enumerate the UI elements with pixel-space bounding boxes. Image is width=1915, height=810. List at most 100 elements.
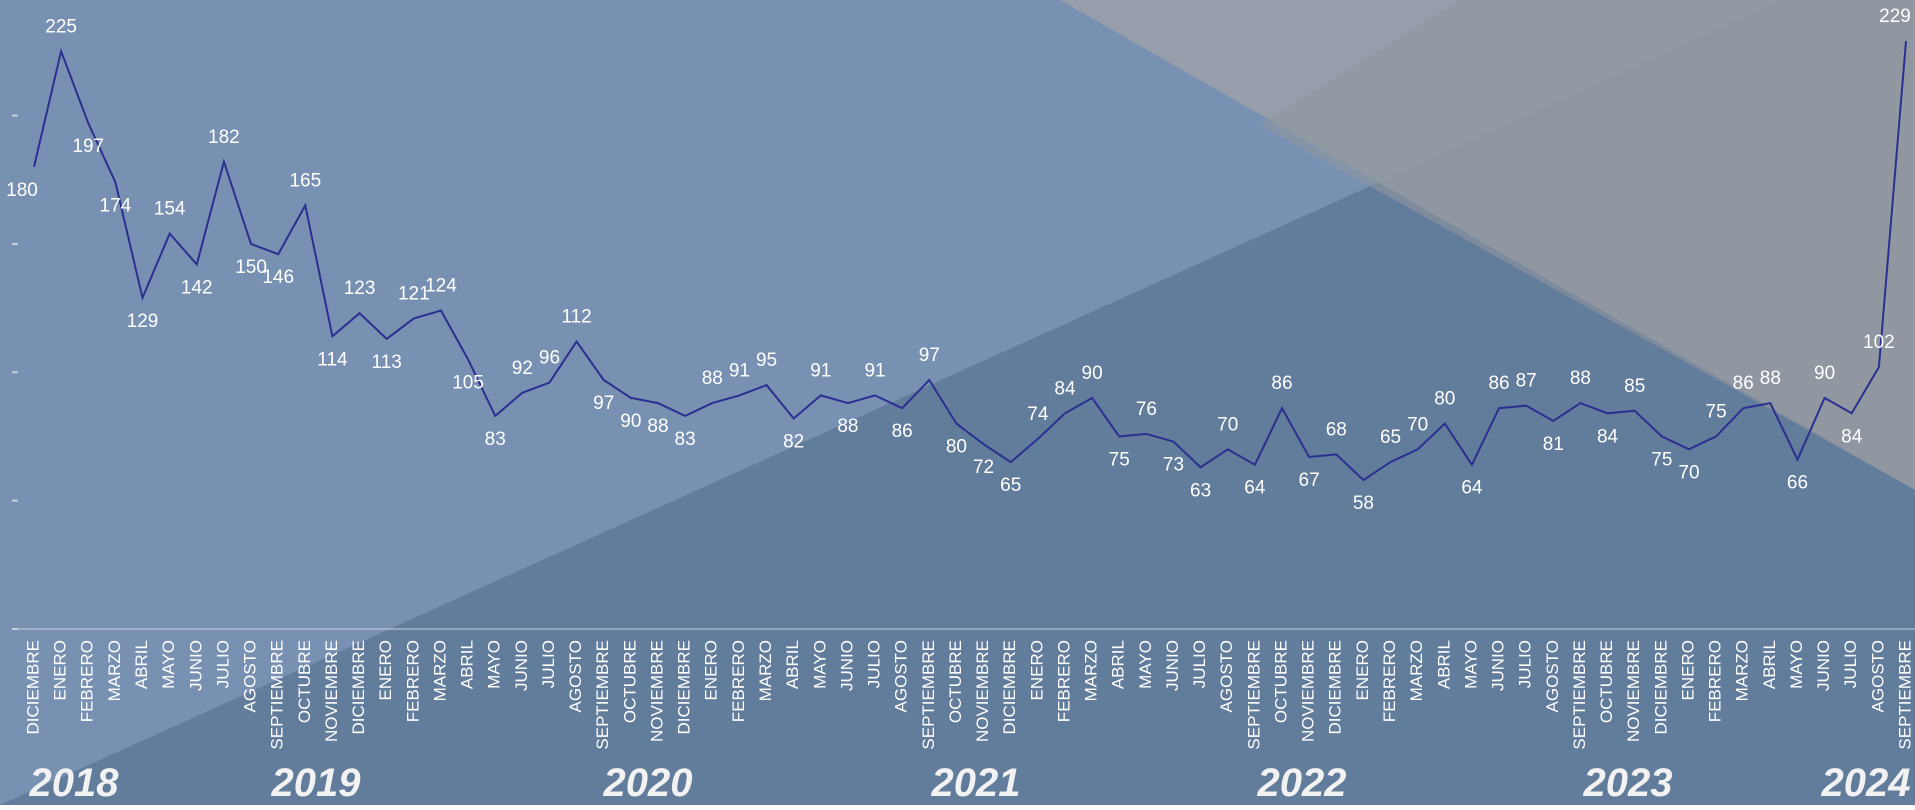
data-label: 102: [1863, 332, 1895, 353]
data-label: 70: [1407, 414, 1428, 435]
data-label: 90: [620, 411, 641, 432]
x-tick-label: DICIEMBRE: [1651, 640, 1670, 734]
x-tick-label: SEPTIEMBRE: [593, 640, 612, 750]
year-label: 2021: [931, 761, 1021, 805]
x-tick-label: JUNIO: [186, 640, 205, 691]
data-label: 88: [837, 416, 858, 437]
x-tick-label: DICIEMBRE: [1000, 640, 1019, 734]
data-label: 114: [317, 349, 348, 370]
data-label: 113: [372, 352, 402, 373]
x-tick-label: MARZO: [1082, 640, 1101, 701]
x-tick-label: JULIO: [213, 640, 232, 688]
data-label: 90: [1082, 363, 1103, 384]
x-tick-label: ABRIL: [1760, 640, 1779, 689]
x-tick-label: JULIO: [865, 640, 884, 688]
background-shape: [1260, 0, 1915, 490]
x-tick-label: OCTUBRE: [1597, 640, 1616, 723]
x-tick-label: JUNIO: [512, 640, 531, 691]
data-label: 80: [946, 437, 967, 458]
year-label: 2023: [1583, 761, 1673, 805]
x-tick-label: MARZO: [105, 640, 124, 701]
data-label: 88: [702, 368, 723, 389]
x-tick-label: NOVIEMBRE: [322, 640, 341, 742]
x-tick-label: ENERO: [702, 640, 721, 700]
data-label: 73: [1163, 455, 1184, 476]
x-tick-label: FEBRERO: [1054, 640, 1073, 722]
data-label: 123: [344, 278, 376, 299]
data-label: 86: [1733, 373, 1754, 394]
data-label: 129: [127, 311, 159, 332]
x-tick-label: JULIO: [1190, 640, 1209, 688]
x-tick-label: ENERO: [1353, 640, 1372, 700]
data-label: 225: [45, 16, 77, 37]
data-label: 88: [1760, 368, 1781, 389]
data-label: 154: [154, 199, 186, 220]
data-label: 84: [1597, 426, 1619, 447]
x-tick-label: FEBRERO: [78, 640, 97, 722]
data-line: [33, 41, 1907, 482]
data-label: 91: [864, 360, 885, 381]
data-label: 84: [1841, 426, 1863, 447]
data-label: 75: [1109, 449, 1130, 470]
data-label: 88: [1570, 368, 1591, 389]
x-tick-label: ABRIL: [1434, 640, 1453, 689]
x-tick-label: NOVIEMBRE: [1624, 640, 1643, 742]
x-tick-label: SEPTIEMBRE: [919, 640, 938, 750]
year-label: 2019: [271, 761, 362, 805]
x-tick-label: MAYO: [1136, 640, 1155, 689]
x-tick-label: OCTUBRE: [946, 640, 965, 723]
data-label: 180: [6, 180, 38, 201]
data-label: 75: [1651, 449, 1672, 470]
data-label: 83: [675, 429, 696, 450]
data-label: 58: [1353, 493, 1374, 514]
x-tick-label: DICIEMBRE: [1326, 640, 1345, 734]
data-label: 66: [1787, 473, 1808, 494]
x-tick-label: JULIO: [1841, 640, 1860, 688]
data-label: 97: [919, 345, 940, 366]
data-label: 90: [1814, 363, 1835, 384]
x-tick-label: DICIEMBRE: [23, 640, 42, 734]
x-tick-label: MAYO: [810, 640, 829, 689]
data-label: 97: [593, 393, 614, 414]
data-label: 146: [262, 267, 294, 288]
data-label: 74: [1027, 404, 1049, 425]
data-label: 95: [756, 350, 777, 371]
data-label: 67: [1299, 470, 1320, 491]
year-label: 2022: [1257, 761, 1347, 805]
x-tick-label: JULIO: [539, 640, 558, 688]
data-label: 70: [1217, 414, 1238, 435]
x-tick-label: MARZO: [1407, 640, 1426, 701]
x-tick-label: SEPTIEMBRE: [1244, 640, 1263, 750]
year-label: 2018: [29, 761, 120, 805]
x-tick-label: MARZO: [1733, 640, 1752, 701]
x-tick-label: DICIEMBRE: [675, 640, 694, 734]
data-label: 65: [1000, 475, 1021, 496]
x-tick-label: OCTUBRE: [1271, 640, 1290, 723]
x-tick-label: OCTUBRE: [295, 640, 314, 723]
data-label: 84: [1054, 378, 1076, 399]
data-label: 182: [208, 127, 240, 148]
data-label: 96: [539, 348, 560, 369]
x-tick-label: AGOSTO: [892, 640, 911, 712]
x-tick-label: NOVIEMBRE: [647, 640, 666, 742]
data-label: 82: [783, 431, 804, 452]
x-tick-label: NOVIEMBRE: [1299, 640, 1318, 742]
data-label: 75: [1706, 401, 1727, 422]
x-tick-label: FEBRERO: [403, 640, 422, 722]
x-tick-label: ENERO: [376, 640, 395, 700]
data-label: 86: [892, 421, 913, 442]
x-tick-label: ENERO: [1678, 640, 1697, 700]
data-label: 88: [647, 416, 668, 437]
x-tick-label: ABRIL: [783, 640, 802, 689]
x-tick-label: SEPTIEMBRE: [1895, 640, 1914, 750]
x-tick-label: MARZO: [430, 640, 449, 701]
year-label: 2020: [603, 761, 693, 805]
x-tick-label: SEPTIEMBRE: [1570, 640, 1589, 750]
data-label: 70: [1678, 462, 1699, 483]
x-tick-label: ABRIL: [1109, 640, 1128, 689]
data-label: 105: [452, 372, 484, 393]
data-label: 87: [1516, 371, 1537, 392]
data-label: 68: [1326, 419, 1347, 440]
